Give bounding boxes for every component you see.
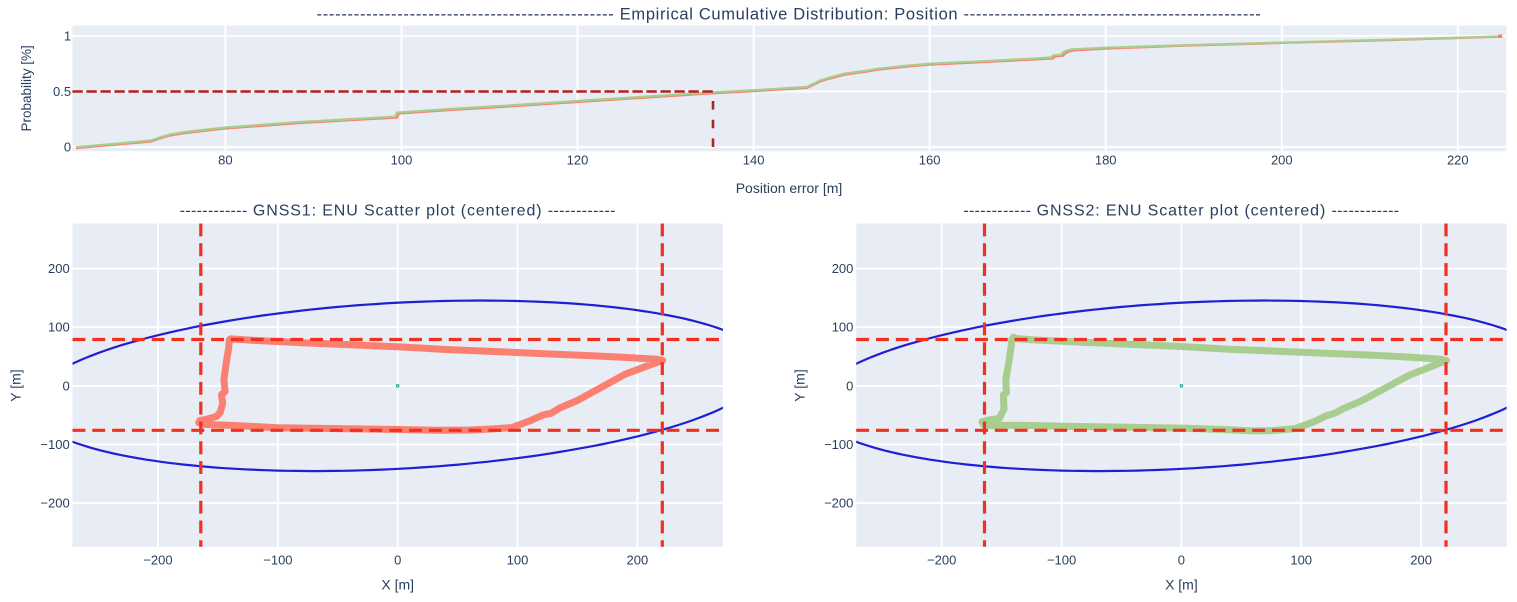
svg-text:0: 0: [394, 553, 401, 568]
svg-text:180: 180: [1095, 152, 1117, 167]
svg-text:100: 100: [507, 553, 529, 568]
svg-text:200: 200: [1271, 152, 1293, 167]
svg-text:0: 0: [64, 140, 71, 155]
svg-text:140: 140: [743, 152, 765, 167]
svg-text:−100: −100: [824, 437, 853, 452]
svg-text:200: 200: [48, 261, 70, 276]
svg-text:100: 100: [1290, 553, 1312, 568]
svg-text:200: 200: [627, 553, 649, 568]
svg-text:X [m]: X [m]: [1165, 577, 1198, 593]
svg-text:200: 200: [832, 261, 854, 276]
svg-text:80: 80: [218, 152, 232, 167]
svg-text:Probability [%]: Probability [%]: [19, 45, 34, 131]
svg-text:Y [m]: Y [m]: [791, 369, 807, 401]
svg-text:−200: −200: [143, 553, 172, 568]
svg-text:Y [m]: Y [m]: [8, 369, 24, 401]
svg-text:0: 0: [62, 378, 69, 393]
svg-text:120: 120: [567, 152, 589, 167]
svg-text:Position error [m]: Position error [m]: [736, 180, 843, 196]
svg-text:−200: −200: [927, 553, 956, 568]
svg-text:------------ GNSS1: ENU Scatte: ------------ GNSS1: ENU Scatter plot (ce…: [180, 202, 616, 219]
svg-text:0.5: 0.5: [53, 84, 71, 99]
svg-text:−200: −200: [40, 496, 69, 511]
svg-text:200: 200: [1410, 553, 1432, 568]
svg-text:1: 1: [64, 28, 71, 43]
svg-text:------------ GNSS2: ENU Scatte: ------------ GNSS2: ENU Scatter plot (ce…: [963, 202, 1399, 219]
svg-text:−100: −100: [263, 553, 292, 568]
svg-text:−200: −200: [824, 496, 853, 511]
svg-text:X [m]: X [m]: [381, 577, 414, 593]
svg-text:100: 100: [832, 320, 854, 335]
svg-text:0: 0: [846, 378, 853, 393]
svg-text:220: 220: [1447, 152, 1469, 167]
svg-text:−100: −100: [1047, 553, 1076, 568]
svg-text:------------------------------: ----------------------------------------…: [316, 6, 1261, 24]
svg-text:160: 160: [919, 152, 941, 167]
svg-text:100: 100: [48, 320, 70, 335]
svg-text:−100: −100: [40, 437, 69, 452]
svg-text:100: 100: [391, 152, 413, 167]
svg-text:0: 0: [1178, 553, 1185, 568]
